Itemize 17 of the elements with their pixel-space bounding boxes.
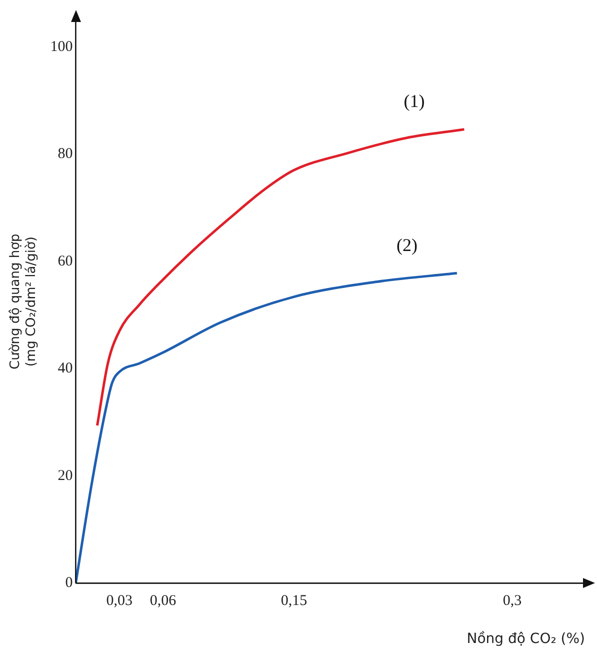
line-series: [96, 128, 466, 427]
x-tick-label: 0,3: [502, 593, 522, 610]
line-series: [76, 272, 458, 584]
y-tick-label: 60: [58, 253, 73, 270]
series-label: (1): [404, 91, 425, 112]
x-tick-label: 0,15: [280, 593, 308, 610]
y-tick-label: 20: [58, 468, 73, 484]
x-axis-title: Nồng độ CO₂ (%): [466, 631, 585, 648]
x-tick-label: 0,06: [150, 593, 177, 610]
y-tick-label: 80: [58, 146, 73, 162]
y-tick-label: 100: [50, 38, 73, 55]
text: Cường độ quang hợp: [8, 234, 24, 370]
text: (mg CO₂/dm² lá/giờ): [24, 236, 39, 367]
y-tick-label: 40: [58, 360, 73, 377]
x-tick-label: 0,03: [106, 593, 132, 610]
y-tick-label: 0: [65, 575, 73, 592]
series-label: (2): [396, 234, 418, 255]
